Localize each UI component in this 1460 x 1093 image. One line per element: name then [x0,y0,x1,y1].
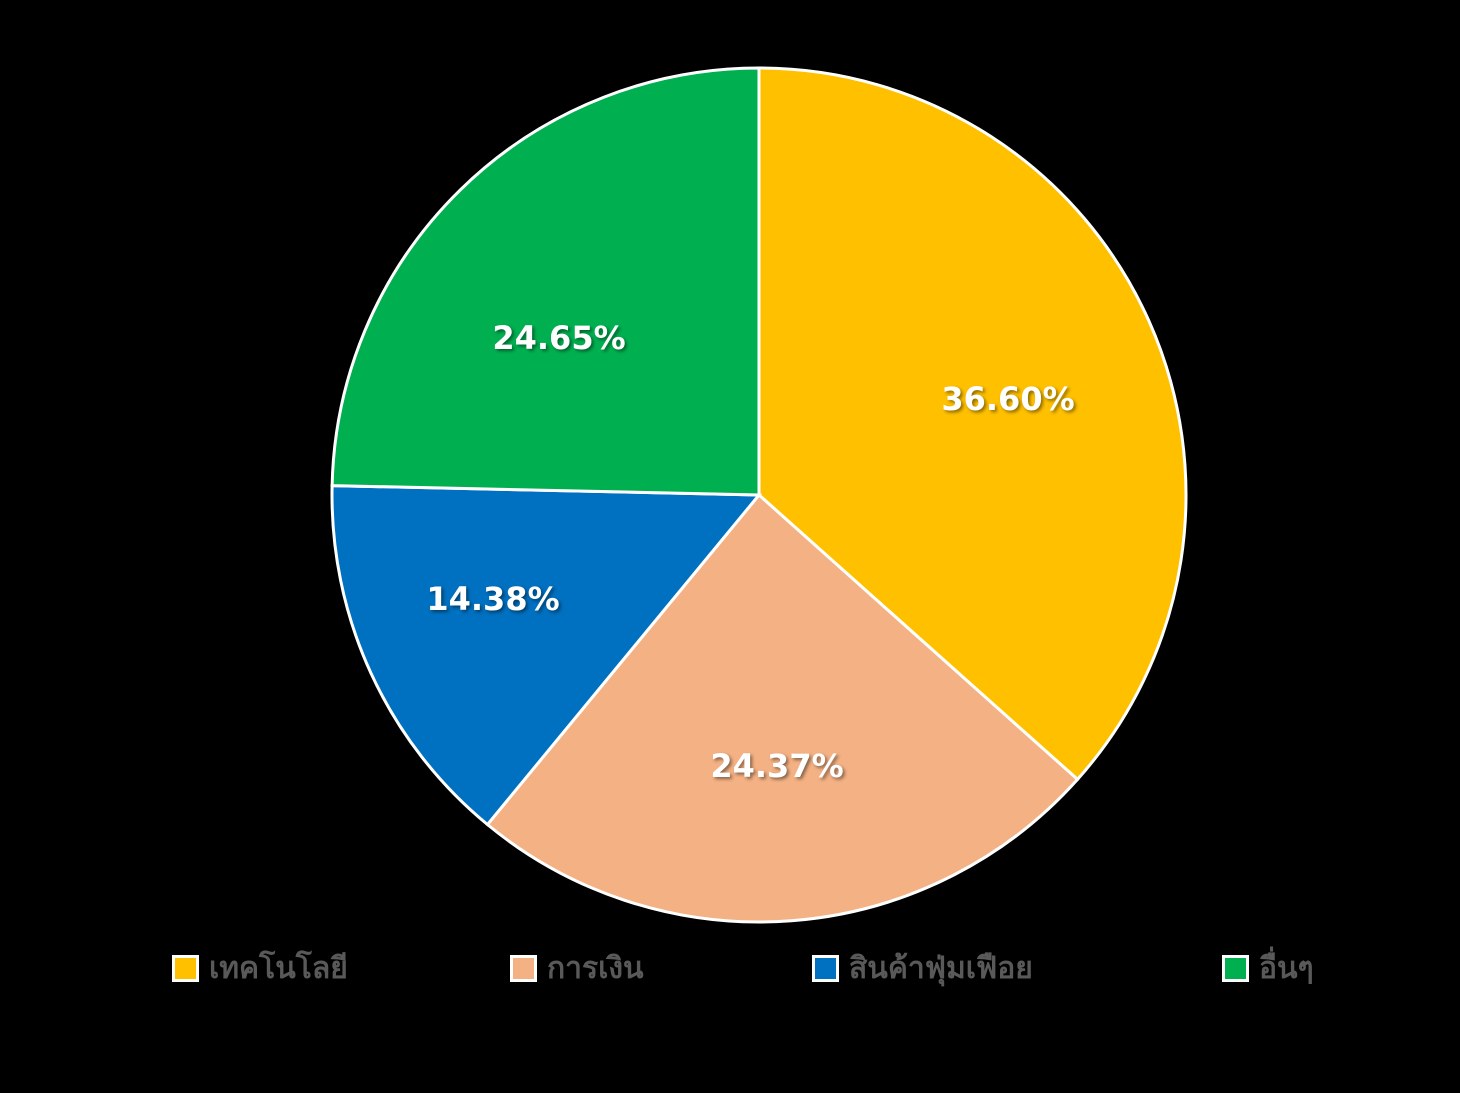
legend-item-finance: การเงิน [510,945,644,991]
legend-swatch [812,954,839,982]
legend-label: เทคโนโลยี [209,950,348,986]
legend-label: สินค้าฟุ่มเฟือย [849,950,1033,986]
pie-slice-luxury [330,484,763,827]
legend-swatch [172,954,199,982]
legend-swatch [510,954,537,982]
slice-label-technology: 36.60% [941,380,1075,418]
legend-label: การเงิน [547,950,644,986]
chart-legend: เทคโนโลยี การเงิน สินค้าฟุ่มเฟือย อื่นๆ [0,945,1460,995]
slice-label-luxury: 14.38% [426,580,560,618]
slice-label-other: 24.65% [492,319,626,357]
legend-item-luxury: สินค้าฟุ่มเฟือย [812,945,1033,991]
legend-item-other: อื่นๆ [1222,945,1314,991]
pie-slice-technology [757,66,1188,782]
legend-item-technology: เทคโนโลยี [172,945,348,991]
legend-swatch [1222,954,1249,982]
pie-slice-finance [485,492,1080,924]
legend-label: อื่นๆ [1259,950,1314,986]
slice-label-finance: 24.37% [710,747,844,785]
pie-slice-other [330,66,761,497]
